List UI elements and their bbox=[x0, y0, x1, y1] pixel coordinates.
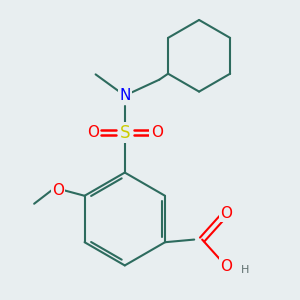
Text: N: N bbox=[119, 88, 130, 103]
Text: H: H bbox=[241, 265, 249, 275]
Text: O: O bbox=[220, 206, 232, 220]
Text: S: S bbox=[119, 124, 130, 142]
Text: O: O bbox=[151, 125, 163, 140]
Text: O: O bbox=[87, 125, 99, 140]
Text: O: O bbox=[52, 183, 64, 198]
Text: O: O bbox=[220, 259, 232, 274]
